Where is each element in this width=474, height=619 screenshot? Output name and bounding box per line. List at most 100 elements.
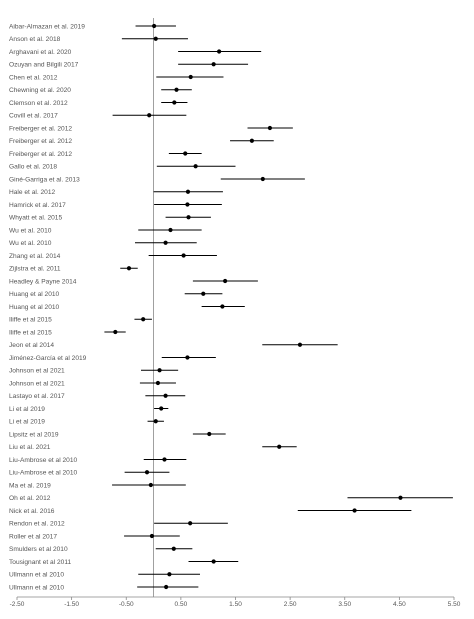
point-estimate-marker [267, 125, 273, 131]
point-estimate-marker [297, 342, 303, 347]
study-label: Aibar-Almazan et al. 2019 [9, 23, 85, 30]
study-label: Iliffe et al 2015 [9, 317, 52, 324]
point-estimate-marker [352, 508, 357, 513]
point-estimate-marker [168, 227, 173, 233]
study-label: Oh et al. 2012 [9, 495, 51, 502]
point-estimate-marker [157, 368, 162, 373]
point-estimate-marker [186, 215, 191, 220]
point-estimate-marker [126, 266, 132, 271]
study-label: Freiberger et al. 2012 [9, 125, 72, 132]
x-tick-label: 2.50 [284, 601, 297, 608]
study-label: Tousignant et al 2011 [9, 559, 72, 566]
x-axis-ticks: -2.50 -1.50 -0.50 0.50 1.50 2.50 3.50 4.50 5.50 [10, 597, 461, 608]
study-label: Liu-Ambrose et al 2010 [9, 470, 78, 477]
point-estimate-marker [220, 304, 225, 309]
study-label: Freiberger et al. 2012 [9, 151, 72, 158]
point-estimate-marker [147, 113, 152, 118]
study-label: Johnson et al 2021 [9, 380, 65, 387]
study-label: Arghavani et al. 2020 [9, 49, 72, 56]
study-label: Clemson et al. 2012 [9, 100, 68, 107]
study-label: Rendon et al. 2012 [9, 521, 65, 528]
point-estimate-marker [185, 189, 191, 194]
point-estimate-marker [164, 584, 169, 590]
study-label: Roller et al 2017 [9, 533, 57, 540]
point-estimate-marker [155, 380, 161, 386]
study-label: Smulders et al 2010 [9, 546, 68, 553]
study-label: Freiberger et al. 2012 [9, 138, 72, 145]
point-estimate-marker [207, 431, 212, 437]
study-label: Li et al 2019 [9, 406, 45, 413]
study-label: Chewning et al. 2020 [9, 87, 71, 94]
point-estimate-marker [188, 74, 193, 80]
point-estimate-marker [152, 23, 157, 29]
x-tick-label: 1.50 [229, 601, 242, 608]
x-tick-label: -1.50 [64, 601, 79, 608]
study-label: Iliffe et al 2015 [9, 329, 52, 336]
study-label: Jeon et al 2014 [9, 342, 54, 349]
point-estimate-marker [185, 202, 190, 207]
study-label: Wu et al. 2010 [9, 227, 52, 234]
study-label: Li et al 2019 [9, 419, 45, 426]
point-estimate-marker [153, 36, 158, 41]
point-estimate-marker [144, 470, 150, 475]
point-estimate-marker [211, 62, 216, 67]
study-label: Zijlstra et al. 2011 [9, 266, 61, 273]
point-estimate-marker [193, 164, 198, 169]
study-label: Covill et al. 2017 [9, 113, 58, 120]
study-label: Hamrick et al. 2017 [9, 202, 66, 209]
study-label: Zhang et al. 2014 [9, 253, 61, 260]
x-tick-label: 4.50 [393, 601, 406, 608]
study-label: Ma et al. 2019 [9, 482, 51, 489]
study-label: Chen et al. 2012 [9, 74, 58, 81]
point-estimate-marker [249, 138, 254, 143]
point-estimate-marker [185, 355, 190, 360]
point-estimate-marker [172, 100, 177, 105]
point-estimate-marker [159, 406, 164, 411]
point-estimate-marker [181, 253, 186, 258]
point-estimate-marker [201, 291, 206, 296]
x-tick-label: 0.50 [175, 601, 188, 608]
confidence-intervals [104, 25, 453, 588]
point-estimate-marker [277, 444, 282, 449]
point-estimate-marker [260, 176, 265, 182]
study-label: Huang et al 2010 [9, 291, 60, 298]
study-label: Wu et al. 2010 [9, 240, 52, 247]
point-estimates [113, 23, 403, 590]
study-label: Lipsitz et al 2019 [9, 431, 59, 438]
point-estimate-marker [153, 419, 158, 424]
study-label: Giné-Garriga et al. 2013 [9, 176, 80, 183]
study-label: Liu-Ambrose et al 2010 [9, 457, 78, 464]
point-estimate-marker [398, 495, 403, 500]
point-estimate-marker [188, 521, 193, 526]
study-label: Whyatt et al. 2015 [9, 215, 62, 222]
point-estimate-marker [167, 572, 172, 577]
point-estimate-marker [171, 546, 176, 551]
study-label: Ozuyan and Bilgili 2017 [9, 62, 79, 69]
study-label: Headley & Payne 2014 [9, 278, 77, 285]
point-estimate-marker [174, 87, 179, 92]
x-tick-label: -0.50 [119, 601, 134, 608]
study-label: Lastayo et al. 2017 [9, 393, 65, 400]
point-estimate-marker [163, 393, 168, 398]
study-label: Ullmann et al 2010 [9, 572, 64, 579]
study-label: Hale et al. 2012 [9, 189, 56, 196]
study-label: Anson et al. 2018 [9, 36, 61, 43]
study-label: Nick et al. 2016 [9, 508, 55, 515]
study-label: Liu et al. 2021 [9, 444, 51, 451]
point-estimate-marker [183, 151, 188, 156]
study-label: Huang et al 2010 [9, 304, 60, 311]
study-label: Ullmann et al 2010 [9, 584, 64, 591]
x-tick-label: -2.50 [10, 601, 25, 608]
point-estimate-marker [162, 457, 167, 462]
x-tick-label: 5.50 [448, 601, 461, 608]
point-estimate-marker [113, 329, 118, 335]
point-estimate-marker [163, 240, 168, 245]
study-labels: Aibar-Almazan et al. 2019 Anson et al. 20… [9, 23, 87, 591]
point-estimate-marker [217, 49, 222, 54]
study-label: Jiménez-García et al 2019 [9, 355, 87, 362]
point-estimate-marker [149, 533, 155, 539]
x-tick-label: 3.50 [338, 601, 351, 608]
point-estimate-marker [141, 317, 146, 322]
study-label: Gallo et al. 2018 [9, 164, 57, 171]
